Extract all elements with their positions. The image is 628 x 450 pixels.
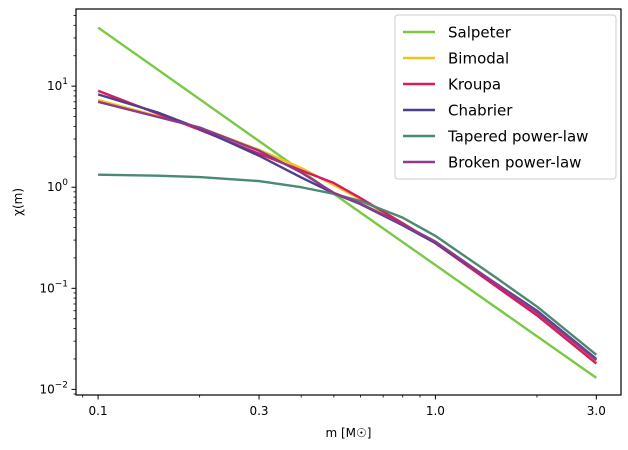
legend-box xyxy=(394,14,617,180)
x-tick-label-3: 3.0 xyxy=(587,404,606,418)
legend-label-4: Tapered power-law xyxy=(447,128,588,146)
legend-label-2: Kroupa xyxy=(448,76,501,94)
legend-label-3: Chabrier xyxy=(448,102,513,120)
series-line-5 xyxy=(97,100,598,362)
legend-label-1: Bimodal xyxy=(448,50,509,68)
y-axis-label: χ(m) xyxy=(11,188,25,216)
legend: Salpeter Bimodal Kroupa Chabrier Tapered pow… xyxy=(394,14,617,180)
plot-frame xyxy=(75,8,622,396)
y-tick-label-1: 10−1 xyxy=(39,279,68,295)
ticks-layer: 0.1 0.3 1.0 3.0 10−2 10−1 100 101 xyxy=(39,15,606,418)
x-tick-label-1: 0.3 xyxy=(249,404,268,418)
series-layer xyxy=(97,26,598,379)
x-tick-label-0: 0.1 xyxy=(89,404,108,418)
x-tick-label-2: 1.0 xyxy=(426,404,445,418)
x-axis-label: m [M☉] xyxy=(326,426,372,440)
legend-label-5: Broken power-law xyxy=(448,154,581,172)
y-tick-label-2: 100 xyxy=(47,178,68,194)
y-tick-label-3: 101 xyxy=(47,77,68,93)
legend-label-0: Salpeter xyxy=(448,24,512,42)
y-tick-label-0: 10−2 xyxy=(39,380,68,396)
